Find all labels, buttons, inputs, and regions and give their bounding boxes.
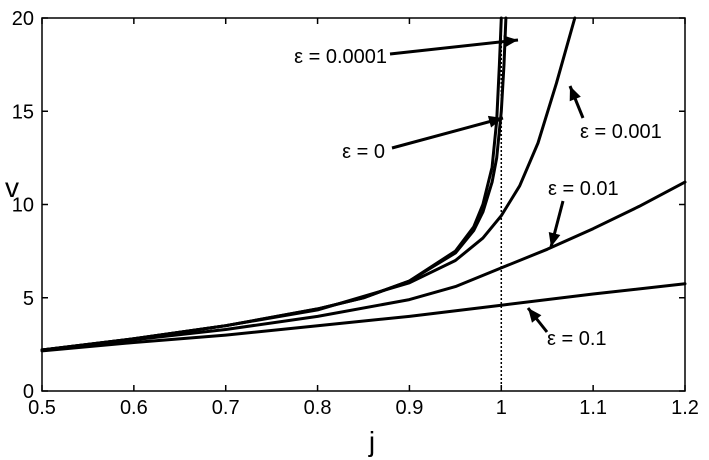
series-line-eps0-0001: [40, 16, 508, 352]
x-tick-label: 0.8: [304, 397, 332, 419]
series-line-eps0: [40, 16, 503, 352]
annotation-arrowhead: [548, 231, 561, 247]
annotation-arrowhead: [569, 86, 581, 102]
x-tick-label: 0.5: [28, 397, 56, 419]
x-tick-label: 1.1: [579, 397, 607, 419]
x-tick-label: 0.6: [120, 397, 148, 419]
annotation-arrow: [389, 38, 519, 56]
x-tick-label: 0.9: [396, 397, 424, 419]
annotation-0-001: ε = 0.001: [580, 121, 662, 143]
annotation-arrowhead: [503, 35, 518, 48]
annotation-arrow: [391, 116, 504, 150]
x-tick-label: 1.2: [671, 397, 699, 419]
series-line-eps0-1: [40, 282, 687, 353]
x-axis-label: j: [368, 426, 375, 457]
series-line-eps0-01: [40, 180, 687, 352]
annotation-0-01: ε = 0.01: [548, 178, 619, 200]
x-tick-label: 0.7: [212, 397, 240, 419]
annotation-arrowhead: [528, 308, 542, 323]
annotation-0-0001: ε = 0.0001: [294, 46, 387, 68]
annotation-0: ε = 0: [342, 141, 385, 163]
annotations: ε = 0.0001 ε = 0 ε = 0.001 ε = 0.01 ε = 0.1: [294, 35, 662, 350]
y-tick-label: 0: [23, 381, 34, 403]
annotation-0-1: ε = 0.1: [547, 328, 607, 350]
y-tick-label: 20: [12, 8, 34, 30]
series-line-eps0-001: [40, 16, 577, 352]
annotation-arrowhead: [487, 115, 503, 128]
y-axis-label: v: [5, 172, 19, 203]
y-tick-label: 15: [12, 101, 34, 123]
y-tick-label: 10: [12, 195, 34, 217]
x-tick-label: 1: [496, 397, 507, 419]
ticks: 0.5 0.6 0.7 0.8 0.9 1 1.1 1.2 0 5 10 15 20: [12, 8, 699, 419]
y-tick-label: 5: [23, 288, 34, 310]
